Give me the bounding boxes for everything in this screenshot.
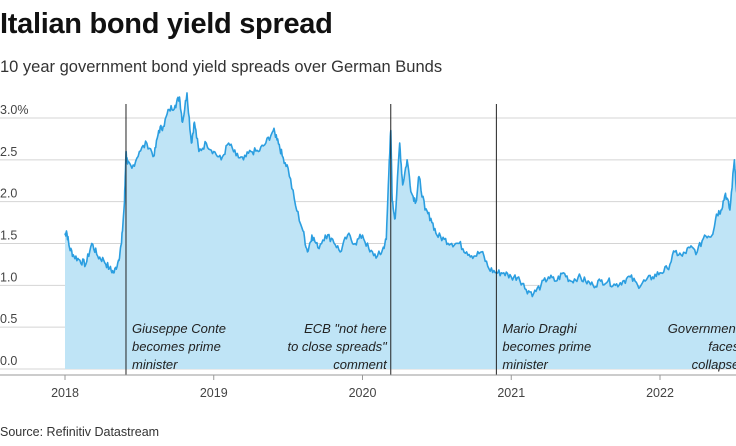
y-tick-label: 1.0 — [0, 270, 17, 284]
source-note: Source: Refinitiv Datastream — [0, 425, 160, 439]
x-tick-label: 2022 — [646, 386, 674, 400]
spread-line — [64, 92, 736, 298]
y-tick-label: 0.0 — [0, 354, 17, 368]
y-tick-label: 2.5 — [0, 145, 17, 159]
x-tick-label: 2021 — [497, 386, 525, 400]
chart-title: Italian bond yield spread — [0, 8, 333, 40]
y-tick-label: 0.5 — [0, 312, 17, 326]
y-tick-label: 1.5 — [0, 229, 17, 243]
x-tick-label: 2019 — [200, 386, 228, 400]
x-tick-label: 2018 — [51, 386, 79, 400]
event-annotation-text: becomes prime — [502, 339, 591, 354]
event-annotation-text: collapse — [692, 357, 736, 372]
y-tick-label: 3.0% — [0, 103, 29, 117]
event-annotation-text: becomes prime — [132, 339, 221, 354]
spread-area — [65, 92, 736, 369]
y-tick-label: 2.0 — [0, 187, 17, 201]
event-annotation-text: minister — [502, 357, 548, 372]
event-annotation-text: ECB "not here — [304, 321, 387, 336]
chart-subtitle: 10 year government bond yield spreads ov… — [0, 58, 443, 76]
event-annotation-text: Government — [668, 321, 736, 336]
event-annotation-text: minister — [132, 357, 178, 372]
event-annotation-text: Giuseppe Conte — [132, 321, 226, 336]
x-tick-label: 2020 — [349, 386, 377, 400]
event-annotation-text: to close spreads" — [287, 339, 388, 354]
event-annotation-text: Mario Draghi — [502, 321, 578, 336]
event-annotation-text: faces — [708, 339, 736, 354]
event-annotation-text: comment — [333, 357, 388, 372]
